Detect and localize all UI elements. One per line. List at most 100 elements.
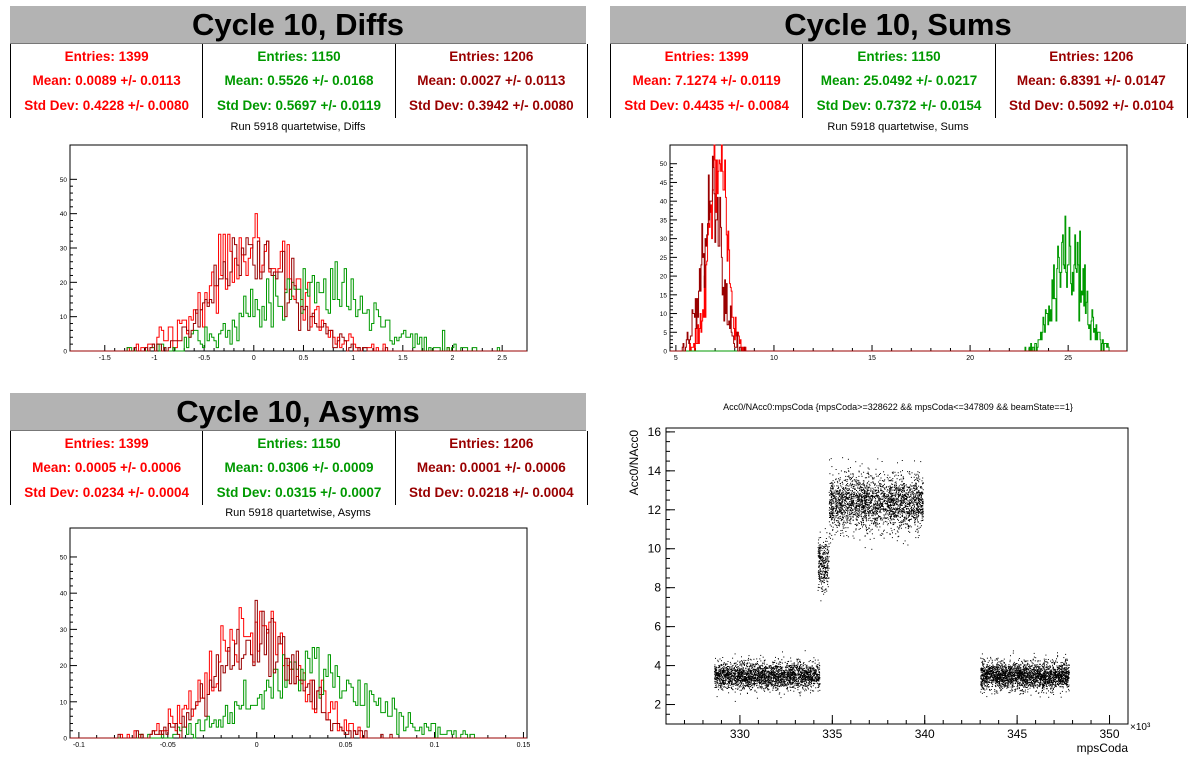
scatter-point: [743, 681, 745, 682]
scatter-point: [805, 671, 807, 672]
scatter-point: [875, 522, 876, 524]
scatter-point: [749, 682, 750, 683]
scatter-point: [745, 669, 747, 671]
scatter-point: [728, 683, 730, 684]
scatter-point: [880, 512, 882, 514]
scatter-point: [917, 474, 919, 476]
scatter-point: [759, 668, 761, 670]
scatter-point: [757, 687, 759, 689]
scatter-point: [773, 677, 775, 679]
scatter-point: [730, 673, 732, 674]
scatter-point: [877, 497, 879, 499]
scatter-point: [859, 528, 861, 529]
scatter-point: [764, 677, 766, 679]
scatter-point: [730, 666, 732, 668]
scatter-point: [911, 510, 912, 512]
scatter-point: [728, 684, 730, 686]
scatter-point: [737, 688, 739, 690]
scatter-point: [883, 490, 885, 492]
scatter-point: [818, 557, 820, 559]
scatter-point: [842, 513, 843, 515]
scatter-point: [743, 664, 745, 666]
scatter-point: [803, 685, 805, 687]
scatter-point: [763, 673, 765, 675]
scatter-point: [747, 673, 749, 675]
scatter-point: [914, 519, 916, 521]
scatter-point: [810, 675, 812, 677]
scatter-point: [806, 664, 808, 666]
scatter-point: [772, 680, 774, 682]
scatter-point: [843, 520, 845, 522]
scatter-point: [820, 573, 822, 574]
scatter-point: [746, 665, 747, 667]
scatter-point: [724, 673, 726, 675]
scatter-point: [832, 517, 834, 519]
scatter-point: [823, 549, 825, 551]
scatter-point: [784, 675, 786, 677]
scatter-point: [897, 513, 899, 515]
scatter-point: [789, 678, 791, 680]
scatter-point: [791, 683, 793, 684]
scatter-point: [831, 518, 833, 520]
scatter-point: [720, 675, 722, 677]
scatter-point: [891, 537, 893, 539]
scatter-point: [795, 682, 797, 684]
scatter-point: [788, 679, 790, 681]
scatter-point: [802, 662, 804, 664]
scatter-point: [850, 517, 852, 519]
scatter-point: [767, 670, 769, 672]
scatter-point: [865, 503, 866, 505]
scatter-point: [876, 507, 877, 509]
scatter-point: [817, 679, 819, 681]
scatter-point: [812, 673, 813, 675]
scatter-point: [890, 511, 892, 513]
scatter-point: [782, 678, 783, 680]
scatter-point: [847, 508, 849, 510]
scatter-point: [793, 674, 795, 676]
scatter-point: [874, 507, 876, 509]
scatter-point: [757, 667, 759, 669]
scatter-point: [908, 519, 910, 521]
scatter-point: [901, 490, 902, 492]
scatter-point: [892, 493, 894, 494]
scatter-point: [790, 668, 792, 670]
scatter-point: [843, 479, 845, 481]
y-tick-label: 0: [63, 736, 67, 743]
scatter-point: [778, 676, 780, 678]
y-axis-label: Acc0/NAcc0: [627, 430, 641, 496]
scatter-point: [785, 685, 787, 687]
scatter-point: [904, 511, 906, 513]
scatter-point: [796, 684, 798, 686]
scatter-point: [731, 671, 733, 673]
scatter-point: [843, 487, 844, 489]
scatter-point: [854, 507, 856, 509]
scatter-point: [734, 691, 736, 693]
scatter-point: [759, 665, 761, 667]
scatter-point: [881, 496, 883, 498]
scatter-point: [799, 662, 801, 663]
scatter-point: [872, 515, 874, 517]
scatter-point: [717, 661, 719, 663]
scatter-point: [879, 503, 881, 505]
scatter-point: [779, 675, 780, 677]
sums-subtitle: Run 5918 quartetwise, Sums: [827, 121, 969, 133]
scatter-point: [832, 474, 834, 476]
scatter-point: [764, 680, 766, 682]
scatter-point: [896, 540, 898, 542]
scatter-point: [773, 685, 775, 687]
scatter-point: [836, 503, 838, 505]
scatter-point: [764, 673, 766, 675]
scatter-point: [921, 515, 923, 517]
scatter-point: [914, 460, 915, 462]
scatter-point: [864, 490, 866, 491]
stat-std: Std Dev: 0.0218 +/- 0.0004: [408, 485, 574, 501]
scatter-point: [875, 495, 877, 497]
scatter-point: [743, 684, 745, 686]
stat-entries: Entries: 1399: [64, 435, 149, 451]
scatter-point: [728, 678, 730, 680]
scatter-point: [746, 685, 748, 687]
scatter-point: [747, 666, 748, 668]
scatter-point: [865, 525, 867, 527]
scatter-point: [807, 679, 809, 681]
scatter-point: [747, 659, 749, 661]
